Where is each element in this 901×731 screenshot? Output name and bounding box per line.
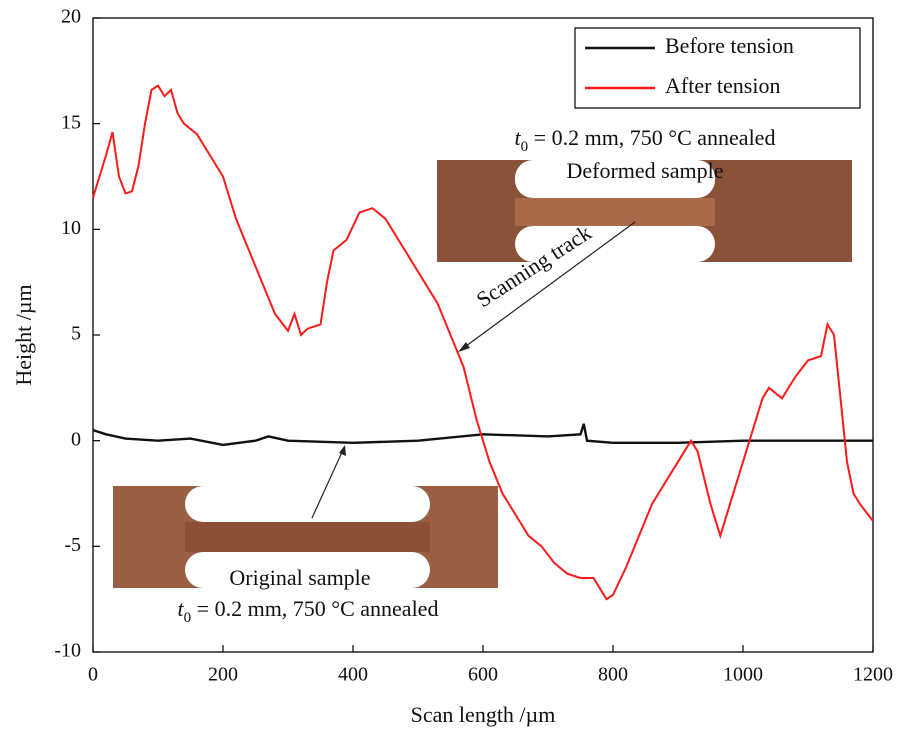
arrow xyxy=(311,449,344,519)
original-sample-photo xyxy=(113,486,498,588)
y-tick-label: -5 xyxy=(64,534,81,556)
x-tick-label: 800 xyxy=(598,664,628,686)
x-tick-label: 1000 xyxy=(723,664,763,686)
x-tick-label: 600 xyxy=(468,664,498,686)
deformed-sample-photo xyxy=(437,160,852,262)
arrow-head xyxy=(339,445,346,456)
series-line xyxy=(92,84,874,601)
x-tick-label: 400 xyxy=(338,664,368,686)
x-axis-label: Scan length /µm xyxy=(411,702,556,727)
legend-label: After tension xyxy=(665,73,780,98)
y-tick-label: 5 xyxy=(71,323,81,345)
y-axis-label: Height /µm xyxy=(11,284,36,385)
y-tick-label: 10 xyxy=(61,217,81,239)
arrow-head xyxy=(458,342,470,352)
annotation-part: 0 xyxy=(521,139,529,155)
y-tick-label: 0 xyxy=(71,428,81,450)
legend-box xyxy=(574,27,861,109)
annotation-part: t xyxy=(178,596,185,621)
y-tick-label: -10 xyxy=(54,640,81,662)
annotation-part: t xyxy=(515,125,522,150)
annotation: t0 = 0.2 mm, 750 °C annealed xyxy=(515,125,776,155)
annotation: Deformed sample xyxy=(567,158,724,183)
annotation-part: = 0.2 mm, 750 °C annealed xyxy=(528,125,775,150)
plot-area xyxy=(92,17,874,653)
annotation: t0 = 0.2 mm, 750 °C annealed xyxy=(178,596,439,626)
annotation-part: = 0.2 mm, 750 °C annealed xyxy=(191,596,438,621)
series-line xyxy=(92,423,873,447)
arrow xyxy=(461,221,636,350)
y-tick-label: 20 xyxy=(61,6,81,28)
annotation: Original sample xyxy=(229,565,370,590)
x-tick-label: 0 xyxy=(88,664,98,686)
x-tick-label: 1200 xyxy=(853,664,893,686)
x-tick-label: 200 xyxy=(208,664,238,686)
y-tick-label: 15 xyxy=(61,111,81,133)
annotation-part: 0 xyxy=(184,610,192,626)
legend-label: Before tension xyxy=(665,33,794,58)
